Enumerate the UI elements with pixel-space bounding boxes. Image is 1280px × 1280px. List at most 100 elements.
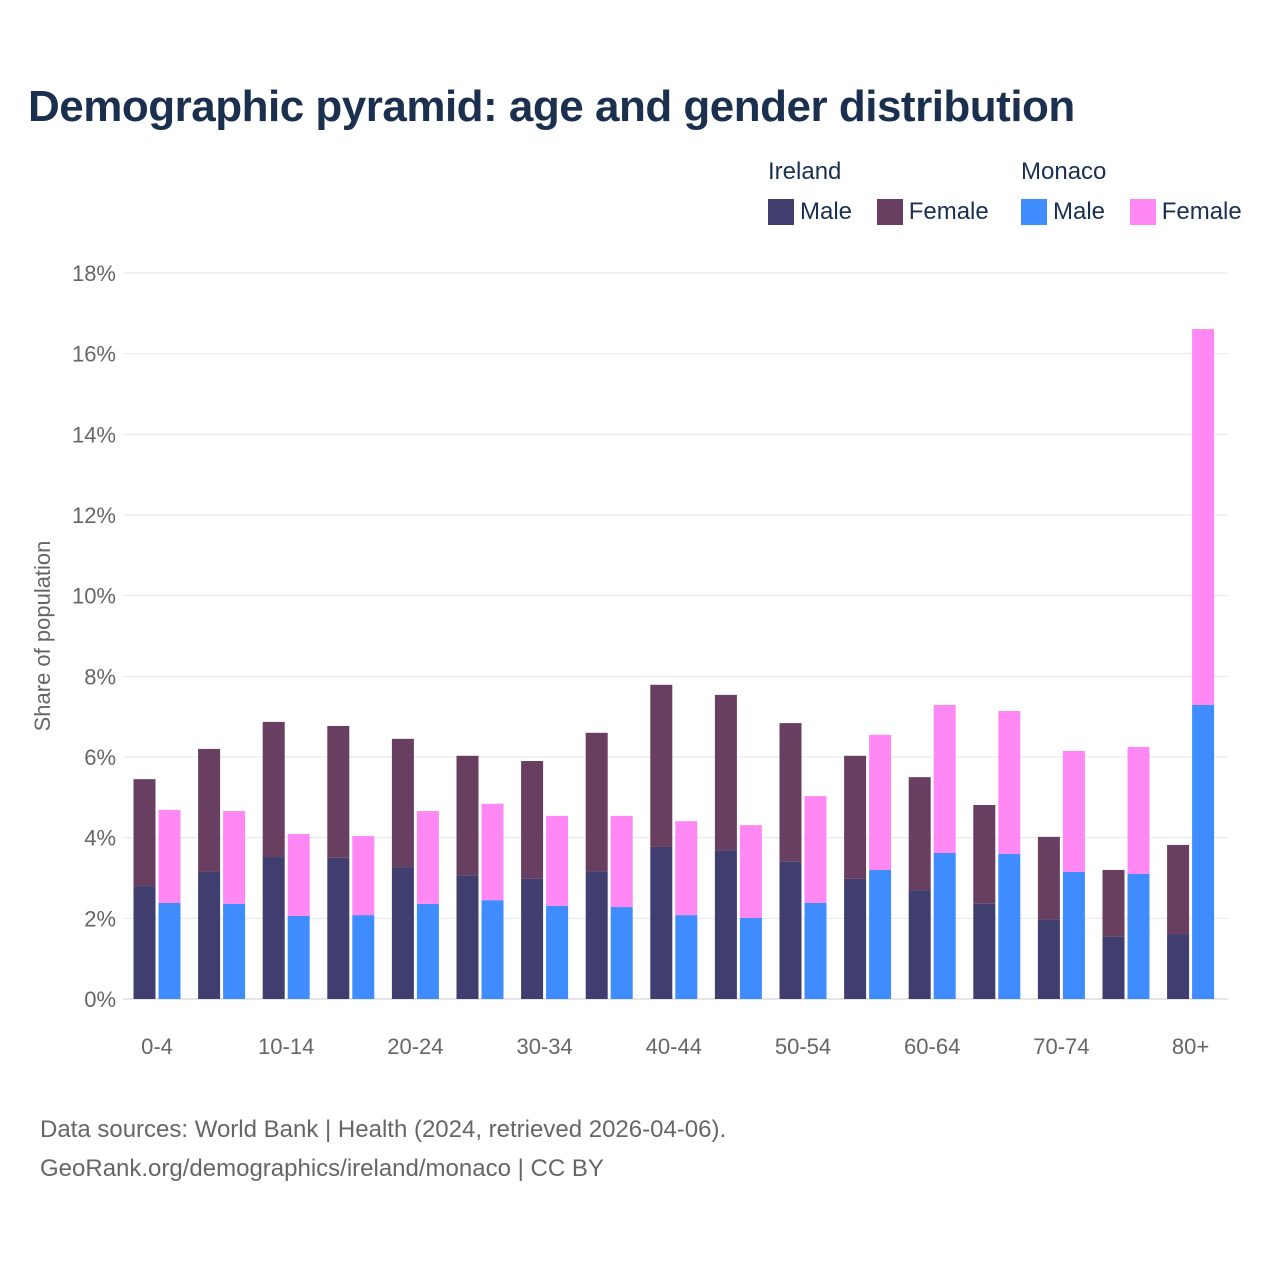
x-tick-label: 30-34	[516, 1034, 572, 1059]
legend-item-ireland-female: Female	[876, 198, 989, 226]
bar-monaco-male-20-24	[416, 903, 439, 999]
x-tick-label: 80+	[1172, 1034, 1209, 1059]
bar-monaco-female-50-54	[804, 796, 827, 904]
legend-item-monaco-female: Female	[1129, 198, 1242, 226]
bar-ireland-male-35-39	[585, 871, 608, 999]
y-tick-label: 14%	[72, 422, 116, 447]
bar-ireland-female-70-74	[1037, 836, 1060, 920]
bar-ireland-female-45-49	[714, 694, 737, 851]
bar-monaco-female-30-34	[546, 815, 569, 906]
bar-monaco-female-0-4	[158, 809, 181, 904]
legend-group-title: Ireland	[768, 158, 842, 185]
bar-monaco-male-0-4	[158, 903, 181, 999]
bar-monaco-male-75-79	[1127, 873, 1150, 999]
bar-monaco-female-20-24	[416, 811, 439, 904]
bar-ireland-male-5-9	[198, 871, 221, 999]
bar-monaco-female-80+	[1192, 329, 1215, 705]
bar-ireland-female-50-54	[779, 723, 802, 862]
y-tick-label: 10%	[72, 584, 116, 609]
bar-monaco-male-45-49	[739, 917, 762, 999]
bar-monaco-female-15-19	[352, 836, 375, 916]
bar-ireland-female-0-4	[133, 779, 156, 887]
legend-item-ireland-male: Male	[768, 198, 852, 226]
bar-monaco-male-55-59	[869, 869, 892, 999]
bar-monaco-male-50-54	[804, 903, 827, 999]
bar-ireland-male-80+	[1167, 934, 1190, 999]
footer-link[interactable]: GeoRank.org/demographics/ireland/monaco …	[40, 1155, 604, 1182]
bar-monaco-male-35-39	[610, 907, 633, 999]
y-tick-label: 12%	[72, 503, 116, 528]
legend-label: Female	[1161, 198, 1242, 225]
bar-ireland-male-50-54	[779, 861, 802, 999]
y-tick-label: 8%	[84, 664, 116, 689]
bar-ireland-male-10-14	[262, 857, 285, 999]
x-tick-label: 50-54	[775, 1034, 831, 1059]
footer-source: Data sources: World Bank | Health (2024,…	[40, 1116, 727, 1143]
bar-monaco-female-55-59	[869, 734, 892, 870]
legend-label: Male	[1053, 198, 1106, 225]
bar-monaco-female-10-14	[287, 834, 310, 916]
y-tick-label: 6%	[84, 745, 116, 770]
x-tick-label: 70-74	[1033, 1034, 1089, 1059]
bar-ireland-male-0-4	[133, 886, 156, 999]
y-tick-label: 4%	[84, 826, 116, 851]
bar-ireland-male-65-69	[973, 903, 996, 999]
bar-monaco-female-5-9	[223, 811, 246, 904]
x-tick-label: 10-14	[258, 1034, 314, 1059]
legend-item-monaco-male: Male	[1021, 198, 1105, 226]
bar-ireland-female-55-59	[844, 755, 867, 879]
bar-monaco-male-15-19	[352, 915, 375, 999]
bar-ireland-male-25-29	[456, 875, 479, 999]
bar-ireland-female-35-39	[585, 732, 608, 872]
bar-ireland-male-30-34	[521, 878, 544, 999]
chart-title: Demographic pyramid: age and gender dist…	[28, 82, 1075, 131]
y-tick-label: 16%	[72, 342, 116, 367]
y-tick-label: 18%	[72, 261, 116, 286]
legend-swatch	[1129, 199, 1156, 225]
legend-swatch	[876, 199, 903, 225]
bar-monaco-male-60-64	[933, 852, 956, 999]
bar-ireland-female-15-19	[327, 725, 350, 858]
y-axis-label: Share of population	[30, 541, 55, 732]
bar-ireland-female-25-29	[456, 755, 479, 876]
bar-monaco-male-80+	[1192, 704, 1215, 999]
bar-monaco-male-25-29	[481, 900, 504, 999]
bar-ireland-male-20-24	[391, 867, 414, 999]
bar-monaco-female-75-79	[1127, 746, 1150, 874]
bar-ireland-male-40-44	[650, 846, 673, 999]
bar-ireland-female-80+	[1167, 844, 1190, 935]
x-tick-label: 40-44	[646, 1034, 702, 1059]
bar-ireland-female-75-79	[1102, 869, 1125, 937]
bar-ireland-female-40-44	[650, 684, 673, 847]
bar-monaco-male-30-34	[546, 905, 569, 999]
bar-monaco-male-10-14	[287, 915, 310, 999]
y-tick-label: 2%	[84, 906, 116, 931]
legend-swatch	[1021, 199, 1047, 225]
bar-ireland-male-70-74	[1037, 919, 1060, 999]
legend-group-title: Monaco	[1021, 158, 1107, 185]
x-tick-label: 60-64	[904, 1034, 960, 1059]
bar-ireland-female-65-69	[973, 804, 996, 904]
bar-monaco-male-70-74	[1062, 871, 1085, 999]
bar-ireland-male-15-19	[327, 857, 350, 999]
bar-ireland-female-20-24	[391, 738, 414, 868]
legend-label: Male	[800, 198, 853, 225]
bar-ireland-female-30-34	[521, 761, 544, 879]
bar-monaco-male-5-9	[223, 903, 246, 999]
legend-group-ireland: Ireland Male Female	[768, 158, 1007, 232]
bar-ireland-female-60-64	[908, 777, 931, 891]
bar-ireland-female-10-14	[262, 721, 285, 858]
bar-monaco-female-25-29	[481, 803, 504, 901]
x-tick-label: 20-24	[387, 1034, 443, 1059]
bar-ireland-male-75-79	[1102, 936, 1125, 999]
bar-monaco-female-70-74	[1062, 750, 1085, 872]
bar-ireland-male-55-59	[844, 878, 867, 999]
bar-monaco-male-65-69	[998, 853, 1021, 999]
bar-monaco-male-40-44	[675, 915, 698, 999]
bar-ireland-male-60-64	[908, 890, 931, 999]
bar-ireland-female-5-9	[198, 748, 221, 872]
legend-label: Female	[908, 198, 989, 225]
legend-swatch	[768, 199, 794, 225]
